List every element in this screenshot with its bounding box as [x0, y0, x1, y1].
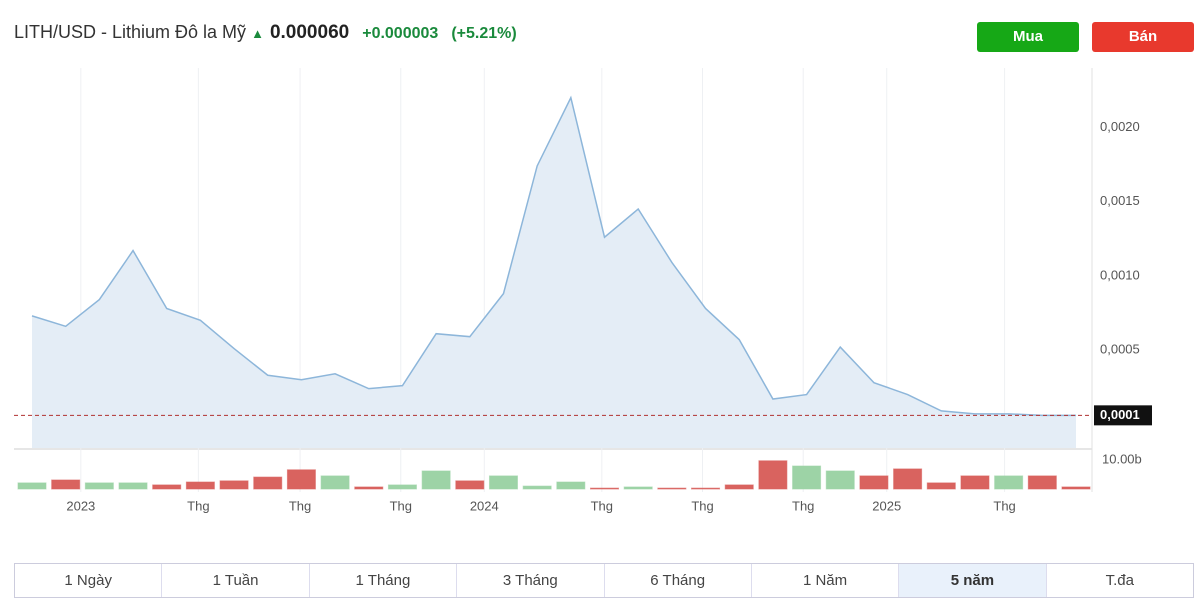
- x-tick-label: 2025: [872, 498, 901, 513]
- volume-bar: [185, 481, 215, 490]
- volume-bar: [926, 482, 956, 490]
- volume-bar: [758, 460, 788, 490]
- volume-bar: [556, 481, 586, 490]
- range-tab[interactable]: 3 Tháng: [457, 564, 605, 597]
- x-tick-label: Thg: [691, 498, 713, 513]
- volume-bar: [455, 480, 485, 490]
- range-tab[interactable]: 1 Tháng: [310, 564, 458, 597]
- volume-bar: [17, 482, 47, 490]
- range-tab[interactable]: 1 Năm: [752, 564, 900, 597]
- price-line: [31, 95, 1076, 417]
- area: [32, 97, 1076, 448]
- x-tick-label: Thg: [289, 498, 311, 513]
- y-tick-label: 10.00b: [1102, 451, 1142, 466]
- y-tick-label: 0,0020: [1100, 119, 1140, 134]
- volume-bar: [387, 484, 417, 490]
- volume-bar: [84, 482, 114, 490]
- range-tab[interactable]: 1 Ngày: [15, 564, 163, 597]
- x-tick-label: Thg: [993, 498, 1015, 513]
- volume-bar: [286, 469, 316, 490]
- title: LITH/USD - Lithium Đô la Mỹ: [14, 22, 247, 42]
- sell-button[interactable]: Bán: [1092, 22, 1194, 52]
- volume-bar: [51, 479, 81, 490]
- y-tick-label: 0,0015: [1100, 193, 1140, 208]
- range-tabs: 1 Ngày 1 Tuần 1 Tháng 3 Tháng 6 Tháng 1 Năm 5 …: [14, 563, 1194, 598]
- volume-bar: [1027, 475, 1057, 490]
- change: +0.000003: [362, 25, 439, 42]
- volume-bar: [859, 475, 889, 490]
- volume-bar: [488, 475, 518, 490]
- volume-bar: [253, 476, 283, 490]
- volume-bar: [724, 484, 754, 490]
- x-tick-label: Thg: [390, 498, 412, 513]
- header: LITH/USD - Lithium Đô la Mỹ ▲ 0.000060 +0…: [14, 22, 517, 44]
- range-tab[interactable]: T.đa: [1105, 572, 1134, 589]
- volume-bar: [994, 475, 1024, 490]
- chart: 2023 Thg Thg Thg 2024 Thg Thg Thg 2025 Thg 0,0005 0…: [14, 68, 1152, 513]
- volume-bar: [219, 480, 249, 490]
- volume-bar: [623, 486, 653, 490]
- volume-bar: [320, 475, 350, 490]
- x-tick-label: 2024: [470, 498, 499, 513]
- price: 0.000060: [269, 22, 350, 43]
- volume-bar: [960, 475, 990, 490]
- volume-bar: [825, 470, 855, 490]
- change-pct: (+5.21%): [451, 25, 517, 42]
- volume-bar: [792, 465, 822, 490]
- volume-bar: [657, 487, 687, 490]
- current-price-label: 0,0001: [1100, 407, 1140, 422]
- volume-bar: [522, 485, 552, 490]
- range-tab[interactable]: 6 Tháng: [605, 564, 752, 597]
- range-tab[interactable]: 1 Tuần: [162, 564, 310, 597]
- volume-bar: [1061, 486, 1091, 490]
- up-arrow: ▲: [251, 26, 264, 41]
- volume-bar: [354, 486, 384, 490]
- y-tick-label: 0,0005: [1100, 341, 1140, 356]
- current-price-box: [1094, 405, 1152, 426]
- volume-bar: [893, 468, 923, 490]
- volume-bar: [590, 487, 620, 490]
- volume-bar: [118, 482, 148, 490]
- volume-bar: [421, 470, 451, 490]
- range-tab[interactable]: 5 năm: [899, 564, 1047, 597]
- y-tick-label: 0,0010: [1100, 267, 1140, 282]
- x-tick-label: Thg: [591, 498, 613, 513]
- volume-bar: [152, 484, 182, 490]
- x-tick-label: Thg: [792, 498, 814, 513]
- volume-bar: [691, 487, 721, 490]
- x-tick-label: 2023: [66, 498, 95, 513]
- x-tick-label: Thg: [187, 498, 209, 513]
- buy-button[interactable]: Mua: [977, 22, 1079, 52]
